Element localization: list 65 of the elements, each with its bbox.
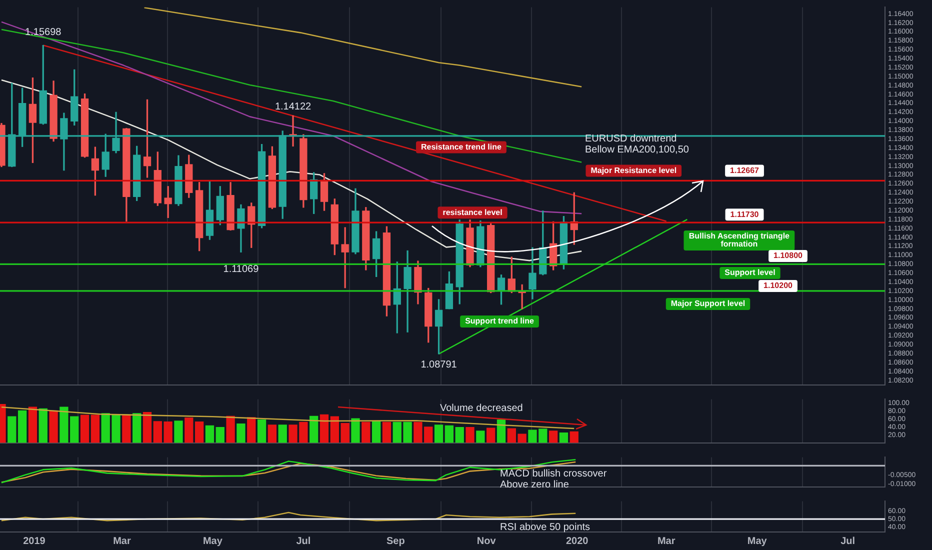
bar	[236, 423, 246, 443]
bar	[38, 408, 48, 443]
bar	[382, 422, 392, 443]
bar	[216, 427, 224, 443]
x-tick-label: May	[202, 536, 223, 547]
annotation: 1.11069	[223, 264, 260, 275]
bar	[28, 406, 38, 443]
bar	[80, 414, 90, 443]
bar	[8, 416, 16, 443]
annotation: Major Resistance level	[590, 166, 677, 175]
bar	[18, 410, 27, 443]
bar	[184, 418, 194, 443]
bar	[268, 424, 277, 443]
x-tick-label: May	[747, 536, 768, 547]
bar	[496, 419, 506, 443]
annotation: Bullish Ascending triangle formation	[688, 232, 790, 249]
annotation: RSI above 50 points	[500, 522, 590, 533]
x-tick-label: Mar	[113, 536, 131, 547]
x-tick-label: 2020	[566, 536, 589, 547]
annotation: 1.10800	[774, 251, 804, 260]
bar	[372, 421, 381, 443]
x-tick-label: Sep	[386, 536, 405, 547]
annotation: Major Support level	[670, 299, 746, 308]
bar	[257, 419, 266, 443]
bar	[90, 414, 100, 443]
x-tick-label: Nov	[476, 536, 496, 547]
bar	[351, 418, 360, 443]
bar	[247, 417, 256, 443]
x-tick-label: Jul	[296, 536, 311, 547]
x-tick-label: Mar	[657, 536, 676, 547]
bar	[486, 428, 496, 443]
bar	[362, 422, 370, 443]
annotation: EURUSD downtrend Bellow EMA200,100,50	[585, 133, 690, 156]
bar	[466, 427, 474, 443]
annotation: Support level	[724, 268, 776, 278]
annotation: 1.10200	[764, 281, 794, 290]
bar	[49, 410, 58, 443]
annotation: resistance level	[442, 208, 502, 217]
bar	[310, 416, 318, 443]
annotation: Resistance trend line	[420, 142, 502, 152]
bar	[444, 425, 454, 443]
bar	[122, 414, 131, 443]
bar	[174, 420, 183, 443]
bar	[278, 424, 287, 443]
bar	[548, 430, 558, 443]
annotation: 1.14122	[274, 101, 312, 112]
bar	[194, 421, 204, 443]
x-tick-label: 2019	[23, 536, 46, 547]
bar	[205, 425, 214, 443]
bar	[132, 413, 142, 443]
bar	[570, 431, 578, 443]
annotation: Support trend line	[465, 316, 535, 326]
annotation: 1.11730	[730, 210, 760, 219]
bar	[320, 414, 329, 443]
bar	[434, 424, 444, 443]
bar	[559, 432, 568, 443]
bar	[476, 430, 485, 443]
annotation: 1.12667	[730, 166, 760, 175]
bar	[142, 412, 152, 443]
annotation: MACD bullish crossover Above zero line	[500, 468, 608, 490]
x-tick-label: Jul	[840, 536, 856, 547]
annotation: 1.08791	[420, 360, 458, 371]
annotation: Volume decreased	[440, 402, 523, 414]
bar	[455, 427, 464, 443]
bar	[226, 416, 235, 443]
